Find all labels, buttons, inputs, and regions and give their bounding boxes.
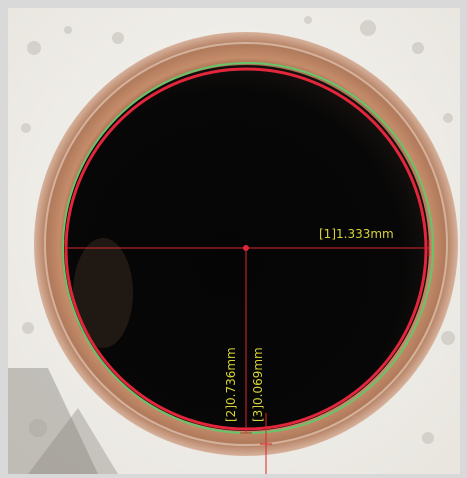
measurement-label-3: [3]0.069mm <box>251 347 265 422</box>
surface-shadow <box>28 408 118 474</box>
ring-highlight <box>44 42 448 446</box>
measurement-label-1: [1]1.333mm <box>319 227 394 241</box>
micrograph-view: [1]1.333mm [2]0.736mm [3]0.069mm <box>8 8 460 474</box>
surface-scratch <box>8 368 98 474</box>
measurement-label-2: [2]0.736mm <box>224 347 238 422</box>
hole-edge-reflection <box>73 238 133 348</box>
